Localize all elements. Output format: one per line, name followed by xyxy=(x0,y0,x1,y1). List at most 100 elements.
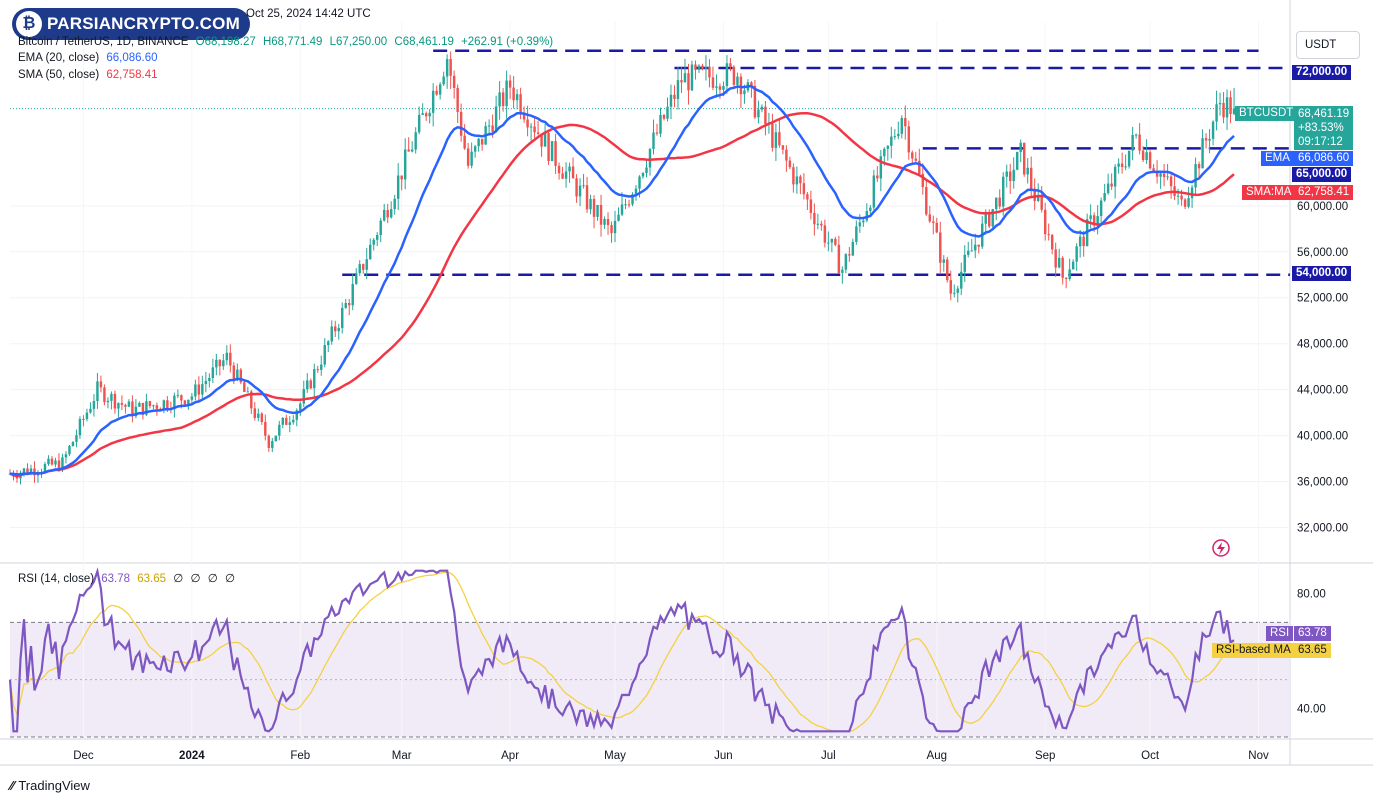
candle-body xyxy=(29,468,33,475)
candle-body xyxy=(1012,169,1015,182)
sma-legend-label: SMA (50, close) xyxy=(18,69,100,81)
candle-body xyxy=(963,254,966,272)
rsi-tick-label: 80.00 xyxy=(1297,589,1326,601)
candle-body xyxy=(935,222,938,233)
candle-body xyxy=(645,167,648,174)
candle-body xyxy=(1222,102,1225,118)
ohlc-open: O68,198.27 xyxy=(195,36,256,48)
candle-body xyxy=(1029,167,1033,189)
candle-body xyxy=(953,292,956,294)
candle-body xyxy=(932,221,935,223)
candle-body xyxy=(480,138,484,145)
sma50-line xyxy=(9,111,1235,478)
last-change: +83.53% xyxy=(1298,122,1344,134)
candle-body xyxy=(561,173,564,179)
candle-body xyxy=(113,393,117,409)
candle-body xyxy=(148,401,152,407)
candle-body xyxy=(757,109,760,118)
candle-body xyxy=(344,303,347,308)
rsi-tick-label: 40.00 xyxy=(1297,703,1326,715)
ohlc-high: H68,771.49 xyxy=(262,36,323,48)
candle-body xyxy=(393,198,396,210)
candle-body xyxy=(592,199,596,217)
candle-body xyxy=(764,106,767,125)
time-tick-label: Mar xyxy=(392,750,412,762)
price-tick-label: 60,000.00 xyxy=(1297,201,1348,213)
rsi-legend[interactable]: RSI (14, close) 63.78 63.65 ∅ ∅ ∅ ∅ xyxy=(18,571,239,585)
candle-body xyxy=(1225,97,1229,118)
candle-body xyxy=(187,399,190,405)
candle-body xyxy=(435,90,438,95)
candle-body xyxy=(708,67,711,78)
price-tick-label: 44,000.00 xyxy=(1297,385,1348,397)
candle-body xyxy=(883,148,886,157)
candle-body xyxy=(697,65,701,70)
candle-body xyxy=(890,136,893,146)
flash-icon xyxy=(1212,539,1230,557)
candle-body xyxy=(201,384,204,395)
logo-watermark: ₿ PARSIANCRYPTO.COM xyxy=(12,8,250,40)
candle-body xyxy=(893,136,897,138)
candle-body xyxy=(134,406,138,417)
candle-body xyxy=(617,214,620,221)
candle-body xyxy=(355,273,358,284)
sma-name-tag: SMA:MA xyxy=(1242,185,1296,200)
candle-body xyxy=(50,458,54,465)
candle-body xyxy=(215,359,218,368)
candle-body xyxy=(236,369,239,380)
symbol-line[interactable]: Bitcoin / TetherUS, 1D, BINANCE xyxy=(18,36,189,48)
candle-body xyxy=(666,106,669,119)
candle-body xyxy=(417,114,421,133)
candle-body xyxy=(701,65,704,69)
candle-body xyxy=(680,80,683,83)
candle-body xyxy=(659,114,662,134)
candle-body xyxy=(463,135,466,149)
candle-body xyxy=(358,264,361,274)
candle-body xyxy=(1075,246,1078,262)
tradingview-brand[interactable]: ⁄⁄ TradingView xyxy=(10,778,90,793)
candle-body xyxy=(1208,138,1211,141)
chart-date: Oct 25, 2024 14:42 UTC xyxy=(246,8,371,20)
candle-body xyxy=(1078,236,1082,247)
ohlc-close: C68,461.19 xyxy=(394,36,454,48)
candle-body xyxy=(1117,163,1120,167)
candle-body xyxy=(246,391,250,393)
ema-price-tag: 66,086.60 xyxy=(1294,151,1354,166)
candle-body xyxy=(564,171,568,179)
candle-body xyxy=(194,384,197,397)
candle-body xyxy=(921,173,925,188)
candle-body xyxy=(596,204,599,217)
rsi-legend-value: 63.78 xyxy=(101,573,131,585)
sma-legend-value: 62,758.41 xyxy=(106,69,158,81)
candle-body xyxy=(26,468,29,475)
ema-legend[interactable]: EMA (20, close) 66,086.60 xyxy=(18,52,162,64)
candle-body xyxy=(337,327,340,332)
candle-body xyxy=(795,176,799,185)
candle-body xyxy=(274,435,278,442)
candle-body xyxy=(606,218,610,226)
currency-selector[interactable]: USDT xyxy=(1296,31,1360,59)
candle-body xyxy=(1103,193,1106,201)
candle-body xyxy=(78,418,82,436)
candle-body xyxy=(1026,167,1029,175)
candle-body xyxy=(292,419,295,423)
time-tick-label: Jun xyxy=(714,750,733,762)
candle-body xyxy=(589,199,592,210)
candle-body xyxy=(998,197,1001,207)
candle-body xyxy=(911,152,914,159)
candle-body xyxy=(501,92,505,107)
candle-body xyxy=(533,126,536,133)
candle-body xyxy=(421,113,424,115)
candle-body xyxy=(117,403,120,409)
level-65k-tag: 65,000.00 xyxy=(1292,167,1352,182)
candle-body xyxy=(299,403,302,411)
candle-body xyxy=(75,435,78,442)
sma-legend[interactable]: SMA (50, close) 62,758.41 xyxy=(18,69,162,81)
time-tick-label: 2024 xyxy=(179,750,205,762)
candle-body xyxy=(466,148,470,166)
candle-body xyxy=(834,238,837,245)
candle-body xyxy=(631,194,634,205)
candle-body xyxy=(778,132,781,146)
candle-body xyxy=(309,380,312,389)
